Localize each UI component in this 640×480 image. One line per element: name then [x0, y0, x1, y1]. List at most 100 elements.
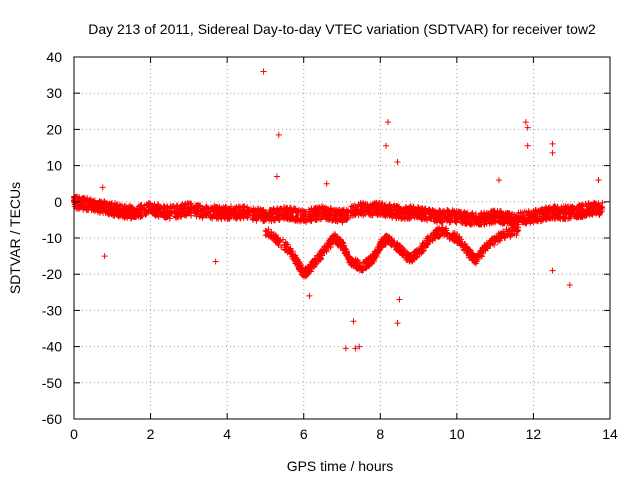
data-point	[360, 212, 367, 219]
data-point	[382, 207, 389, 214]
data-point	[139, 212, 146, 219]
data-point	[356, 260, 363, 267]
data-point	[260, 68, 267, 75]
data-point	[78, 204, 85, 211]
data-point	[386, 233, 393, 240]
data-point	[530, 213, 537, 220]
data-point	[424, 217, 431, 224]
data-point	[313, 215, 320, 222]
data-point	[343, 207, 350, 214]
data-point	[339, 242, 345, 249]
data-point	[566, 214, 573, 221]
data-point	[511, 216, 518, 223]
data-point	[147, 206, 154, 213]
data-point	[288, 212, 295, 219]
data-point	[568, 209, 575, 216]
chart-title: Day 213 of 2011, Sidereal Day-to-day VTE…	[88, 21, 596, 37]
data-point	[104, 210, 111, 217]
data-point	[549, 140, 556, 147]
data-point	[531, 217, 538, 224]
data-point	[166, 209, 173, 216]
data-point	[341, 212, 348, 219]
data-point	[288, 209, 295, 216]
data-point	[294, 218, 301, 225]
data-point	[441, 231, 448, 238]
data-point	[484, 210, 491, 217]
data-point	[519, 213, 526, 220]
data-point	[300, 213, 307, 220]
data-point	[109, 212, 116, 219]
data-point	[199, 213, 206, 220]
data-point	[282, 247, 289, 254]
data-point	[314, 207, 321, 214]
data-point	[231, 205, 238, 212]
x-axis-label: GPS time / hours	[287, 458, 394, 474]
data-point	[557, 214, 564, 221]
data-point	[257, 206, 264, 213]
data-point	[397, 242, 404, 249]
data-point	[364, 256, 371, 263]
data-point	[457, 209, 464, 216]
data-point	[281, 242, 288, 249]
data-point	[181, 211, 188, 218]
data-point	[455, 216, 462, 223]
data-point	[370, 250, 377, 257]
x-tick-label: 0	[70, 426, 78, 442]
data-point	[336, 208, 343, 215]
data-point	[167, 203, 174, 210]
data-point	[125, 204, 132, 211]
data-point	[342, 345, 349, 352]
data-point	[392, 240, 399, 247]
data-point	[583, 203, 590, 210]
data-point	[236, 206, 243, 213]
data-point	[251, 213, 258, 220]
data-point	[427, 234, 434, 241]
data-point	[250, 209, 257, 216]
data-point	[511, 226, 518, 233]
data-point	[273, 235, 280, 242]
data-point	[419, 211, 426, 218]
data-point	[383, 142, 390, 149]
data-point	[281, 209, 288, 216]
data-point	[408, 205, 415, 212]
data-point	[575, 208, 582, 215]
data-point	[552, 215, 559, 222]
y-tick-label: -40	[42, 339, 62, 355]
data-point	[99, 184, 106, 191]
data-point	[259, 210, 266, 217]
x-tick-label: 12	[526, 426, 542, 442]
data-point	[506, 231, 513, 238]
data-point	[178, 213, 185, 220]
data-point	[465, 212, 472, 219]
data-point	[427, 235, 434, 241]
data-point	[390, 204, 397, 211]
data-point	[566, 282, 573, 289]
data-point	[343, 216, 350, 223]
data-point	[360, 259, 367, 266]
data-point	[407, 256, 414, 263]
data-point	[592, 201, 599, 208]
data-point	[228, 203, 235, 210]
data-point	[184, 200, 191, 207]
y-tick-label: -50	[42, 375, 62, 391]
data-point	[276, 207, 283, 214]
data-point	[445, 214, 452, 221]
data-point	[394, 320, 401, 327]
data-point	[293, 215, 300, 222]
data-point	[143, 207, 150, 214]
data-point	[71, 201, 78, 208]
data-point	[465, 249, 472, 256]
data-point	[300, 271, 307, 278]
data-point	[435, 232, 442, 239]
y-tick-label: -20	[42, 266, 62, 282]
data-point	[279, 236, 286, 243]
data-point	[263, 228, 270, 235]
data-point	[549, 149, 556, 156]
data-point	[243, 209, 250, 216]
data-point	[224, 215, 231, 222]
data-point	[327, 240, 334, 247]
data-point	[77, 197, 84, 204]
x-tick-label: 10	[449, 426, 465, 442]
data-point	[511, 211, 518, 218]
data-point	[275, 131, 282, 138]
